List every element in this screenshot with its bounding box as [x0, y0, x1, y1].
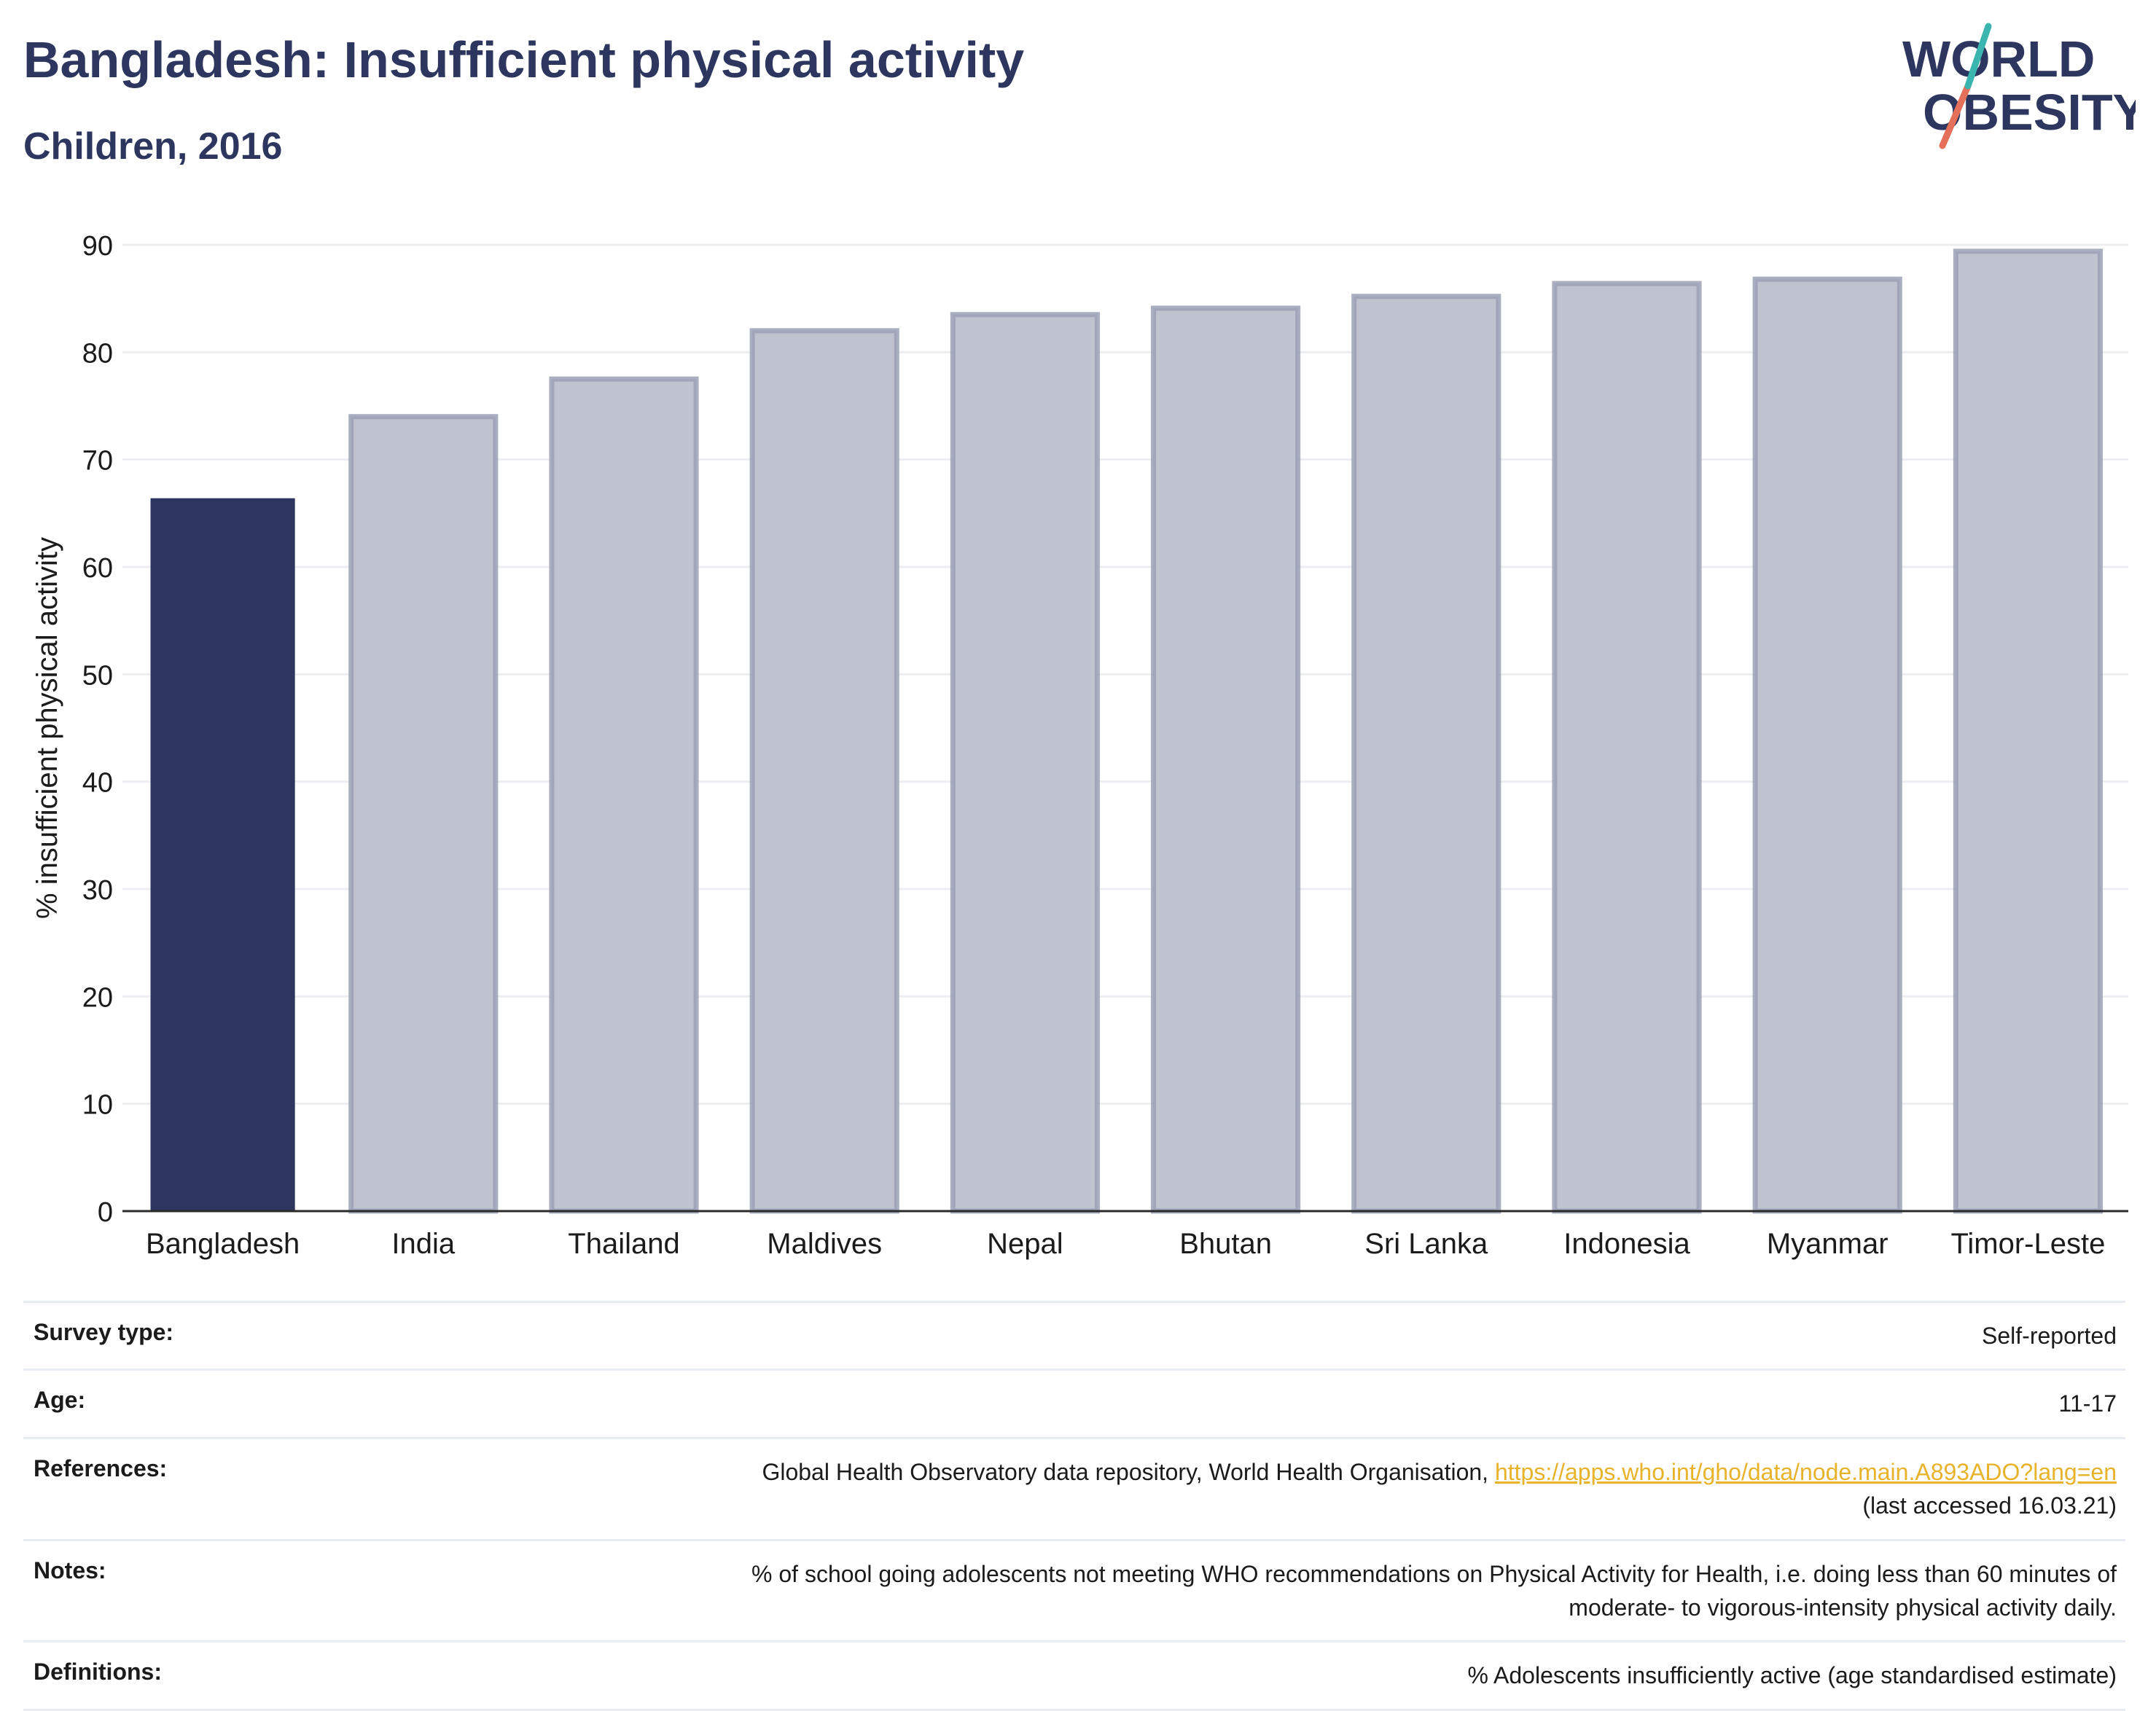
x-tick-label: Myanmar: [1767, 1228, 1889, 1260]
meta-row-notes: Notes: % of school going adolescents not…: [23, 1538, 2125, 1641]
meta-row-references: References: Global Health Observatory da…: [23, 1436, 2125, 1539]
x-tick-label: Bhutan: [1179, 1228, 1272, 1260]
reference-text: Global Health Observatory data repositor…: [762, 1458, 1495, 1485]
y-tick-label: 80: [82, 338, 113, 369]
svg-text:WORLD: WORLD: [1902, 31, 2095, 87]
reference-accessed: (last accessed 16.03.21): [1862, 1492, 2117, 1519]
bar-bangladesh: [150, 498, 295, 1211]
bar-nepal: [950, 312, 1100, 1214]
x-tick-label: Nepal: [987, 1228, 1063, 1260]
bar-maldives: [749, 328, 899, 1214]
bar-bhutan: [1151, 305, 1301, 1214]
y-ticks: 0 10 20 30 40 50 60 70 80 90: [82, 231, 113, 1228]
bar-myanmar: [1752, 276, 1902, 1214]
y-tick-label: 60: [82, 553, 113, 584]
notes-line-1: % of school going adolescents not meetin…: [751, 1560, 2117, 1587]
x-tick-label: Indonesia: [1563, 1228, 1690, 1260]
notes-line-2: moderate- to vigorous-intensity physical…: [1569, 1594, 2117, 1621]
bar-indonesia: [1552, 281, 1702, 1214]
x-tick-label: Maldives: [767, 1228, 882, 1260]
meta-row-definitions: Definitions: % Adolescents insufficientl…: [23, 1640, 2125, 1711]
y-tick-label: 40: [82, 768, 113, 799]
x-tick-label: Sri Lanka: [1364, 1228, 1488, 1260]
bars: [150, 248, 2103, 1214]
world-obesity-logo: WORLD OBESITY: [1902, 23, 2136, 149]
y-tick-label: 0: [98, 1197, 113, 1228]
x-tick-label: India: [391, 1228, 455, 1260]
y-tick-label: 70: [82, 446, 113, 477]
meta-label: Age:: [34, 1387, 86, 1414]
meta-row-age: Age: 11-17: [23, 1369, 2125, 1436]
bar-sri-lanka: [1351, 294, 1501, 1214]
y-axis-label: % insufficient physical activity: [31, 537, 63, 919]
y-tick-label: 90: [82, 231, 113, 262]
meta-label: Notes:: [34, 1557, 106, 1583]
meta-label: Survey type:: [34, 1319, 174, 1345]
meta-value: Global Health Observatory data repositor…: [762, 1455, 2117, 1523]
metadata-table: Survey type: Self-reported Age: 11-17 Re…: [23, 1301, 2125, 1711]
meta-row-survey-type: Survey type: Self-reported: [23, 1301, 2125, 1369]
bar-india: [348, 414, 499, 1214]
y-tick-label: 10: [82, 1090, 113, 1121]
chart-subtitle: Children, 2016: [23, 125, 283, 168]
x-tick-labels: Bangladesh India Thailand Maldives Nepal Bhut…: [146, 1228, 2105, 1260]
meta-value: % Adolescents insufficiently active (age…: [1467, 1662, 2117, 1689]
meta-value: Self-reported: [1982, 1323, 2117, 1349]
y-tick-label: 50: [82, 660, 113, 691]
bar-thailand: [549, 376, 699, 1214]
bar-timor-leste: [1953, 248, 2103, 1214]
meta-value: % of school going adolescents not meetin…: [751, 1557, 2117, 1625]
meta-label: References:: [34, 1454, 168, 1481]
chart-title: Bangladesh: Insufficient physical activi…: [23, 31, 1025, 88]
x-tick-label: Thailand: [568, 1228, 679, 1260]
reference-link[interactable]: https://apps.who.int/gho/data/node.main.…: [1494, 1458, 2117, 1485]
meta-value: 11-17: [2058, 1390, 2117, 1417]
x-tick-label: Timor-Leste: [1950, 1228, 2105, 1260]
bar-chart: 0 10 20 30 40 50 60 70 80 90 Bangladesh India Thail…: [31, 231, 2128, 1260]
meta-label: Definitions:: [34, 1659, 162, 1685]
y-tick-label: 20: [82, 982, 113, 1013]
y-tick-label: 30: [82, 875, 113, 906]
x-tick-label: Bangladesh: [146, 1228, 300, 1260]
